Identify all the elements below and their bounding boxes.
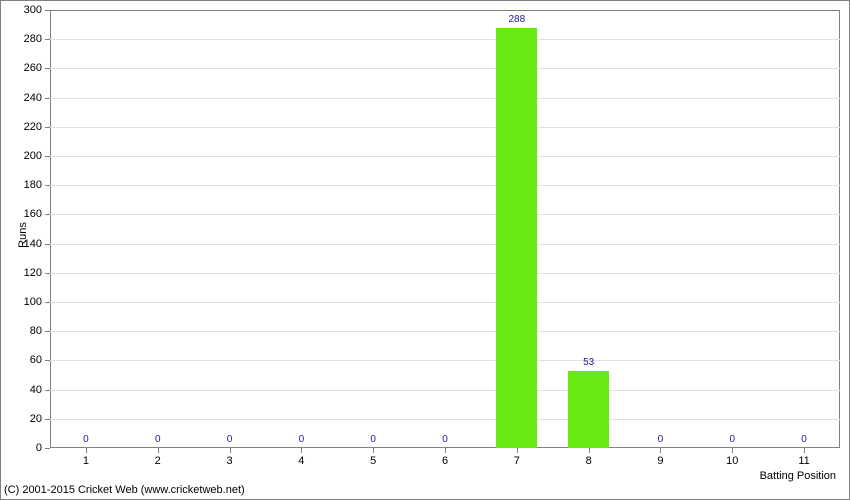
x-tick-label: 1 <box>83 455 89 467</box>
y-tick-mark <box>45 98 50 99</box>
gridline <box>50 390 840 391</box>
y-tick-mark <box>45 360 50 361</box>
y-tick-mark <box>45 68 50 69</box>
chart-plot-area <box>50 10 840 448</box>
y-tick-mark <box>45 302 50 303</box>
x-tick-mark <box>230 448 231 453</box>
y-tick-label: 140 <box>24 238 42 250</box>
y-tick-mark <box>45 390 50 391</box>
x-tick-label: 6 <box>442 455 448 467</box>
y-tick-label: 160 <box>24 208 42 220</box>
y-tick-label: 300 <box>24 4 42 16</box>
gridline <box>50 331 840 332</box>
bar-value-label: 0 <box>155 434 161 445</box>
gridline <box>50 302 840 303</box>
y-tick-mark <box>45 273 50 274</box>
y-tick-mark <box>45 244 50 245</box>
bar-value-label: 0 <box>370 434 376 445</box>
gridline <box>50 98 840 99</box>
x-tick-mark <box>86 448 87 453</box>
gridline <box>50 127 840 128</box>
x-tick-mark <box>804 448 805 453</box>
bar <box>496 28 537 448</box>
y-tick-label: 240 <box>24 92 42 104</box>
x-tick-mark <box>517 448 518 453</box>
y-tick-mark <box>45 156 50 157</box>
x-tick-mark <box>373 448 374 453</box>
y-tick-label: 0 <box>36 442 42 454</box>
y-tick-mark <box>45 39 50 40</box>
x-tick-label: 5 <box>370 455 376 467</box>
x-tick-mark <box>660 448 661 453</box>
bar-value-label: 53 <box>583 357 594 368</box>
bar-value-label: 0 <box>801 434 807 445</box>
x-tick-mark <box>732 448 733 453</box>
bar-value-label: 0 <box>729 434 735 445</box>
x-tick-label: 8 <box>586 455 592 467</box>
gridline <box>50 244 840 245</box>
x-tick-label: 7 <box>514 455 520 467</box>
y-tick-label: 280 <box>24 33 42 45</box>
x-tick-mark <box>589 448 590 453</box>
x-axis-label: Batting Position <box>760 470 836 482</box>
x-tick-mark <box>445 448 446 453</box>
bar-value-label: 0 <box>227 434 233 445</box>
bar-value-label: 288 <box>508 14 525 25</box>
plot-border <box>50 10 840 448</box>
y-tick-mark <box>45 127 50 128</box>
gridline <box>50 156 840 157</box>
y-tick-label: 80 <box>30 325 42 337</box>
gridline <box>50 360 840 361</box>
bar-value-label: 0 <box>83 434 89 445</box>
y-tick-label: 120 <box>24 267 42 279</box>
gridline <box>50 419 840 420</box>
bar <box>568 371 609 448</box>
x-tick-label: 9 <box>657 455 663 467</box>
x-tick-label: 3 <box>226 455 232 467</box>
gridline <box>50 68 840 69</box>
gridline <box>50 39 840 40</box>
y-tick-label: 260 <box>24 62 42 74</box>
y-tick-mark <box>45 331 50 332</box>
x-tick-label: 11 <box>798 455 809 467</box>
gridline <box>50 214 840 215</box>
x-tick-mark <box>158 448 159 453</box>
y-tick-mark <box>45 214 50 215</box>
y-tick-label: 40 <box>30 384 42 396</box>
y-tick-label: 180 <box>24 179 42 191</box>
y-tick-label: 100 <box>24 296 42 308</box>
x-tick-label: 2 <box>155 455 161 467</box>
gridline <box>50 273 840 274</box>
x-tick-label: 4 <box>298 455 304 467</box>
bar-value-label: 0 <box>442 434 448 445</box>
gridline <box>50 185 840 186</box>
bar-value-label: 0 <box>299 434 305 445</box>
x-tick-mark <box>301 448 302 453</box>
y-tick-label: 220 <box>24 121 42 133</box>
bar-value-label: 0 <box>658 434 664 445</box>
y-tick-mark <box>45 10 50 11</box>
footer-copyright: (C) 2001-2015 Cricket Web (www.cricketwe… <box>4 484 245 496</box>
y-tick-label: 60 <box>30 354 42 366</box>
y-tick-mark <box>45 419 50 420</box>
x-tick-label: 10 <box>726 455 738 467</box>
y-tick-label: 20 <box>30 413 42 425</box>
y-tick-mark <box>45 185 50 186</box>
y-tick-mark <box>45 448 50 449</box>
y-tick-label: 200 <box>24 150 42 162</box>
